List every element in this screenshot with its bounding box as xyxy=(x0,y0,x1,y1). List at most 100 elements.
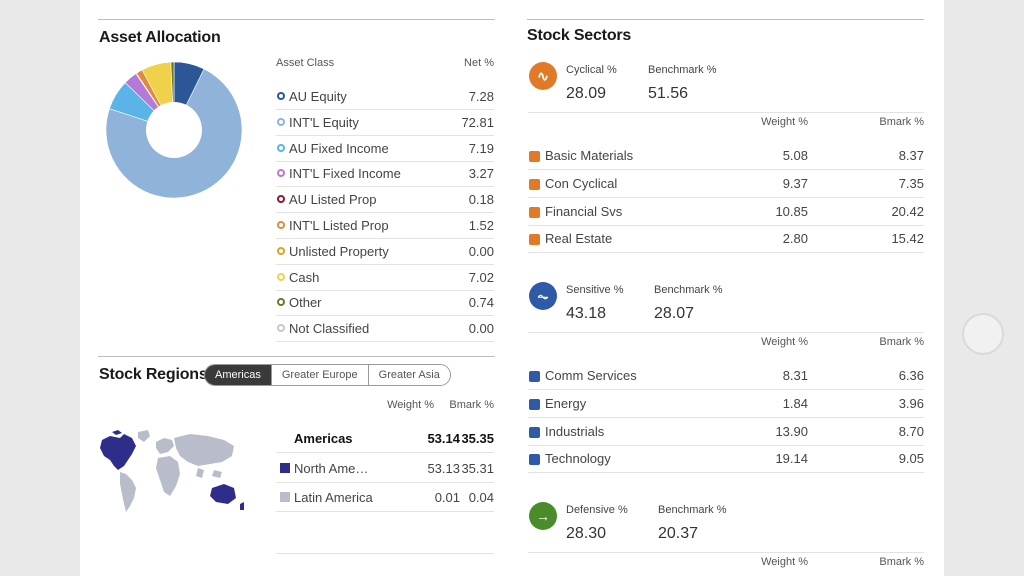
sector-label: Basic Materials xyxy=(545,148,634,163)
industrials-icon xyxy=(529,426,540,438)
asset-class-header: Asset Class xyxy=(276,57,335,69)
region-weight: 53.14 xyxy=(427,431,460,446)
sector-bmark: 15.42 xyxy=(891,231,924,247)
asset-class-value: 0.18 xyxy=(468,192,494,208)
legend-dot-icon xyxy=(277,246,285,255)
net-percent-header: Net % xyxy=(464,57,494,69)
asset-class-value: 0.00 xyxy=(468,321,494,337)
sector-weight: 5.08 xyxy=(782,148,808,163)
sensitive-icon: ⏦ xyxy=(529,282,557,310)
region-row[interactable]: Americas 53.14 35.35 xyxy=(276,424,494,453)
region-label: Latin America xyxy=(294,490,373,505)
defensive-benchmark-label: Benchmark % xyxy=(658,504,727,516)
asset-class-label: AU Listed Prop xyxy=(289,192,377,208)
region-bmark: 0.04 xyxy=(468,490,494,505)
legend-dot-icon xyxy=(277,272,285,281)
cyclical-label: Cyclical % xyxy=(566,64,617,76)
sector-row[interactable]: Con Cyclical 9.37 7.35 xyxy=(528,170,924,198)
comm-services-icon xyxy=(529,371,540,382)
legend-dot-icon xyxy=(277,92,285,100)
asset-class-value: 1.52 xyxy=(468,218,494,233)
cyclical-benchmark-label: Benchmark % xyxy=(648,64,717,76)
tab-americas[interactable]: Americas xyxy=(205,365,271,385)
legend-dot-icon xyxy=(277,324,285,333)
basic-materials-icon xyxy=(529,151,540,162)
asset-class-label: INT'L Listed Prop xyxy=(289,218,389,233)
asset-class-row: INT'L Fixed Income 3.27 xyxy=(276,161,494,188)
bmark-header: Bmark % xyxy=(879,556,924,568)
sector-label: Real Estate xyxy=(545,231,613,247)
sector-bmark: 9.05 xyxy=(898,451,924,467)
cyclical-value: 28.09 xyxy=(566,85,607,102)
divider xyxy=(528,332,924,333)
sector-weight: 8.31 xyxy=(782,368,808,383)
asset-class-value: 7.28 xyxy=(468,89,494,104)
region-label: Americas xyxy=(294,431,353,446)
legend-dot-icon xyxy=(277,169,285,178)
weight-header: Weight % xyxy=(387,399,434,411)
divider xyxy=(527,19,924,20)
region-swatch-icon xyxy=(280,492,290,502)
region-label: North Ame… xyxy=(294,460,369,476)
bmark-header: Bmark % xyxy=(449,399,494,411)
asset-class-value: 7.19 xyxy=(468,140,494,156)
sector-bmark: 20.42 xyxy=(891,203,924,219)
legend-dot-icon xyxy=(277,143,285,152)
defensive-label: Defensive % xyxy=(566,504,628,516)
asset-class-row: INT'L Equity 72.81 xyxy=(276,110,494,136)
region-row[interactable]: North Ame… 53.13 35.31 xyxy=(276,454,494,483)
asset-class-row: Unlisted Property 0.00 xyxy=(276,239,494,265)
financial-services-icon xyxy=(529,206,540,218)
asset-class-label: INT'L Fixed Income xyxy=(289,166,401,182)
bmark-header: Bmark % xyxy=(879,336,924,348)
stock-sectors-title: Stock Sectors xyxy=(527,27,632,44)
divider xyxy=(528,552,924,553)
divider xyxy=(98,356,495,357)
region-bmark: 35.31 xyxy=(461,460,494,476)
asset-class-label: AU Equity xyxy=(289,89,347,104)
weight-header: Weight % xyxy=(761,556,808,568)
sector-weight: 9.37 xyxy=(782,175,808,191)
region-weight: 53.13 xyxy=(427,460,460,476)
asset-class-value: 7.02 xyxy=(468,269,494,285)
cyclical-icon: ∿ xyxy=(529,62,557,90)
world-map xyxy=(100,430,244,512)
sector-label: Energy xyxy=(545,395,587,411)
asset-class-row: Other 0.74 xyxy=(276,290,494,317)
sensitive-label: Sensitive % xyxy=(566,284,624,296)
energy-icon xyxy=(529,398,540,410)
sector-bmark: 3.96 xyxy=(898,395,924,411)
asset-class-row: INT'L Listed Prop 1.52 xyxy=(276,213,494,239)
asset-class-row: Not Classified 0.00 xyxy=(276,316,494,343)
sector-row[interactable]: Industrials 13.90 8.70 xyxy=(528,418,924,446)
sector-row[interactable]: Technology 19.14 9.05 xyxy=(528,445,924,474)
tab-greater-europe[interactable]: Greater Europe xyxy=(270,365,368,385)
sector-row[interactable]: Comm Services 8.31 6.36 xyxy=(528,362,924,390)
sector-label: Industrials xyxy=(545,423,605,439)
asset-class-row: Cash 7.02 xyxy=(276,265,494,291)
sector-row[interactable]: Energy 1.84 3.96 xyxy=(528,390,924,418)
sector-bmark: 8.70 xyxy=(898,423,924,439)
sector-row[interactable]: Financial Svs 10.85 20.42 xyxy=(528,198,924,226)
home-button[interactable] xyxy=(962,313,1004,355)
sector-weight: 10.85 xyxy=(775,203,808,219)
sector-bmark: 8.37 xyxy=(898,148,924,163)
asset-class-value: 3.27 xyxy=(468,166,494,182)
defensive-benchmark-value: 20.37 xyxy=(658,525,699,542)
region-bmark: 35.35 xyxy=(461,431,494,446)
sector-label: Con Cyclical xyxy=(545,175,618,191)
weight-header: Weight % xyxy=(761,336,808,348)
weight-header: Weight % xyxy=(761,116,808,128)
region-weight: 0.01 xyxy=(434,490,460,505)
tab-greater-asia[interactable]: Greater Asia xyxy=(367,365,450,385)
divider xyxy=(528,112,924,113)
divider xyxy=(276,553,494,554)
asset-allocation-title: Asset Allocation xyxy=(99,29,221,46)
sector-row[interactable]: Basic Materials 5.08 8.37 xyxy=(528,142,924,170)
asset-class-value: 0.00 xyxy=(468,243,494,259)
region-tabs: Americas Greater Europe Greater Asia xyxy=(204,364,451,386)
region-row[interactable]: Latin America 0.01 0.04 xyxy=(276,483,494,512)
asset-class-label: AU Fixed Income xyxy=(289,140,389,156)
sector-row[interactable]: Real Estate 2.80 15.42 xyxy=(528,225,924,254)
stock-regions-title: Stock Regions xyxy=(99,366,208,383)
